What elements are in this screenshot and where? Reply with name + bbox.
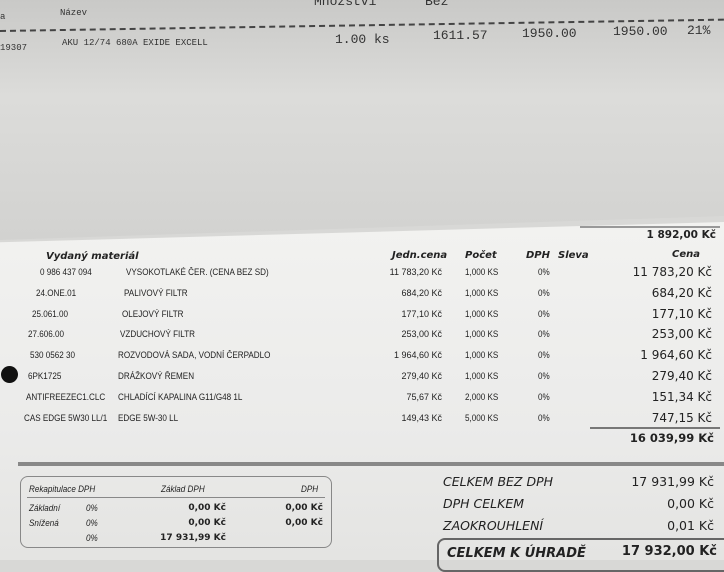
item-qty: 1.00 ks [335, 32, 390, 47]
item-total: 1950.00 [613, 24, 668, 39]
item-count: 1,000 KS [465, 308, 499, 319]
item-code: 6PK1725 [28, 371, 62, 381]
total-value: 0,00 Kč [667, 496, 714, 511]
recap-label: Snížená [29, 518, 59, 528]
item-vat: 0% [538, 287, 550, 298]
recap-rate: 0% [86, 518, 98, 528]
item-vat: 0% [538, 371, 550, 381]
item-code: 24.ONE.01 [36, 287, 77, 298]
recap-label: Základní [29, 503, 61, 513]
item-code: 27.606.00 [28, 329, 65, 340]
header-vat: DPH [526, 250, 550, 261]
previous-total: 1 892,00 Kč [646, 229, 717, 241]
item-unit-price: 177,10 Kč [401, 308, 442, 319]
item-vat: 0% [538, 308, 550, 319]
item-unit-price: 279,40 Kč [401, 371, 442, 381]
total-value: 0,01 Kč [667, 518, 714, 533]
grand-total-value: 17 932,00 Kč [621, 544, 717, 559]
item-name: CHLADÍCÍ KAPALINA G11/G48 1L [118, 391, 243, 402]
invoice-sheet [0, 222, 724, 560]
recap-base: 0,00 Kč [188, 518, 226, 528]
item-price: 747,15 Kč [651, 410, 712, 425]
recap-rate: 0% [86, 503, 98, 513]
item-vat: 0% [538, 391, 550, 402]
item-name: VYSOKOTLAKÉ ČER. (CENA BEZ SD) [126, 267, 269, 277]
header-count: Počet [465, 250, 497, 261]
item-vat: 0% [538, 329, 550, 340]
item-name: DRÁŽKOVÝ ŘEMEN [118, 371, 195, 381]
item-price: 684,20 Kč [651, 285, 712, 300]
subtotal: 16 039,99 Kč [629, 431, 714, 445]
header-price: Cena [672, 249, 700, 260]
item-code: 19307 [0, 43, 28, 53]
item-count: 1,000 KS [465, 329, 499, 340]
recap-base: 17 931,99 Kč [160, 533, 226, 543]
grand-total-box: CELKEM K ÚHRADĚ 17 932,00 Kč [437, 538, 724, 572]
item-price: 151,34 Kč [651, 389, 712, 404]
item-unit-price: 75,67 Kč [406, 391, 442, 402]
header-unit-price: Jedn.cena [392, 250, 448, 261]
grand-total-label: CELKEM K ÚHRADĚ [447, 546, 586, 561]
previous-invoice-sheet: Množství Bez a Název 19307 AKU 12/74 680… [0, 0, 724, 240]
total-label: ZAOKROUHLENÍ [443, 518, 544, 533]
item-price: 1611.57 [433, 28, 488, 43]
item-price: 177,10 Kč [651, 306, 712, 321]
item-name: ROZVODOVÁ SADA, VODNÍ ČERPADLO [118, 350, 271, 361]
item-code: ANTIFREEZEC1.CLC [26, 391, 106, 402]
item-count: 1,000 KS [465, 267, 499, 277]
item-price: 11 783,20 Kč [632, 265, 712, 279]
item-price: 1 964,60 Kč [640, 348, 712, 363]
item-price: 253,00 Kč [651, 327, 712, 342]
item-name: VZDUCHOVÝ FILTR [120, 329, 196, 340]
vat-recap-box: Rekapitulace DPH Základ DPH DPH Základní… [20, 476, 332, 548]
item-count: 2,000 KS [465, 391, 499, 402]
col-bez: Bez [425, 0, 449, 9]
recap-base-header: Základ DPH [161, 484, 205, 494]
item-vat: 0% [538, 350, 550, 361]
header-material: Vydaný materiál [46, 251, 139, 262]
item-count: 1,000 KS [465, 371, 499, 381]
item-name: EDGE 5W-30 LL [118, 412, 179, 423]
item-unit-price: 253,00 Kč [401, 329, 442, 340]
col-name: Název [60, 8, 88, 18]
recap-rate: 0% [86, 533, 98, 543]
recap-vat: 0,00 Kč [285, 518, 323, 528]
recap-base: 0,00 Kč [188, 503, 226, 513]
item-name: PALIVOVÝ FILTR [124, 287, 188, 298]
item-code: 0 986 437 094 [40, 267, 92, 277]
col-a: a [0, 12, 6, 22]
item-count: 1,000 KS [465, 350, 499, 361]
hole-punch [1, 366, 18, 383]
item-code: CAS EDGE 5W30 LL/1 [24, 412, 108, 423]
item-code: 25.061.00 [32, 308, 69, 319]
item-unit-price: 684,20 Kč [401, 287, 442, 298]
item-vat: 0% [538, 267, 550, 277]
item-price: 279,40 Kč [651, 369, 712, 383]
item-unit-price: 1 964,60 Kč [393, 350, 442, 361]
item-price2: 1950.00 [522, 26, 577, 41]
total-label: CELKEM BEZ DPH [443, 474, 554, 489]
item-name: AKU 12/74 680A EXIDE EXCELL [62, 38, 208, 48]
item-name: OLEJOVÝ FILTR [122, 308, 184, 319]
item-count: 1,000 KS [465, 287, 499, 298]
item-count: 5,000 KS [465, 412, 499, 423]
total-value: 17 931,99 Kč [631, 474, 714, 489]
item-unit-price: 149,43 Kč [401, 412, 442, 423]
item-vat: 0% [538, 412, 550, 423]
item-vat: 21% [687, 23, 711, 38]
recap-title: Rekapitulace DPH [29, 484, 96, 494]
item-unit-price: 11 783,20 Kč [389, 267, 442, 277]
col-qty: Množství [314, 0, 377, 9]
recap-vat-header: DPH [301, 484, 319, 494]
item-code: 530 0562 30 [30, 350, 76, 361]
recap-vat: 0,00 Kč [285, 503, 323, 513]
total-label: DPH CELKEM [443, 496, 525, 511]
header-discount: Sleva [558, 250, 589, 261]
